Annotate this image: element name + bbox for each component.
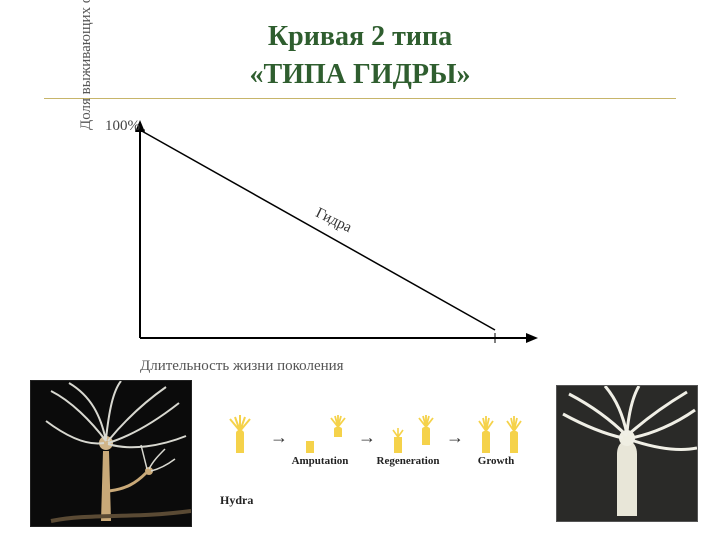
title-line-1: Кривая 2 типа <box>0 18 720 56</box>
regeneration-diagram: → Amputation → <box>220 415 530 525</box>
slide: Кривая 2 типа «ТИПА ГИДРЫ» 100% Доля выж… <box>0 0 720 540</box>
hydra-photo-dark <box>30 380 192 527</box>
x-axis-label: Длительность жизни поколения <box>140 358 344 375</box>
arrow-icon: → <box>270 427 288 448</box>
regen-caption-regeneration: Regeneration <box>368 455 448 467</box>
y-max-label: 100% <box>105 118 140 135</box>
regen-species-label: Hydra <box>220 493 253 508</box>
arrow-icon: → <box>358 427 376 448</box>
regen-stage-2 <box>300 415 350 460</box>
regen-caption-growth: Growth <box>456 455 536 467</box>
regen-stage-3 <box>388 415 438 460</box>
regen-stage-4 <box>476 415 526 460</box>
regen-stage-1 <box>220 415 260 460</box>
hydra-photo-light <box>556 385 698 522</box>
slide-title: Кривая 2 типа «ТИПА ГИДРЫ» <box>0 18 720 94</box>
title-underline <box>44 98 676 99</box>
regen-caption-amputation: Amputation <box>280 455 360 467</box>
y-axis-label: Доля выживающих особей <box>78 0 95 130</box>
title-line-2: «ТИПА ГИДРЫ» <box>0 56 720 94</box>
survival-curve-chart <box>80 108 560 378</box>
arrow-icon: → <box>446 427 464 448</box>
